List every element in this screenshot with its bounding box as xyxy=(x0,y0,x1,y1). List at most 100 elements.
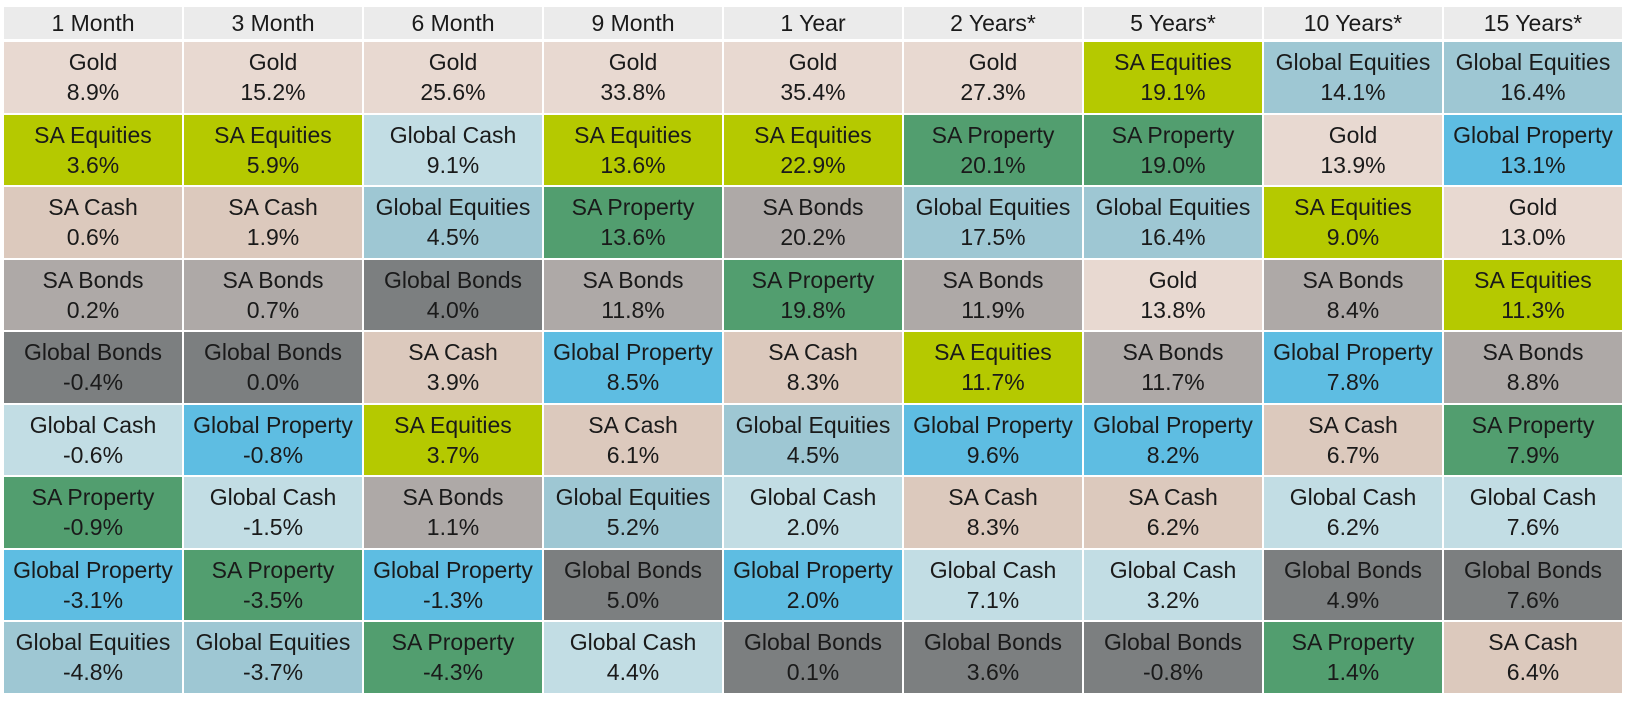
return-value: 11.9% xyxy=(961,296,1025,323)
asset-label: SA Property xyxy=(1471,411,1595,438)
return-value: 7.1% xyxy=(966,586,1020,613)
return-value: 0.7% xyxy=(246,296,300,323)
table-cell: SA Bonds 11.9% xyxy=(904,259,1084,332)
table-cell: SA Property -0.9% xyxy=(4,477,184,550)
table-cell: Global Cash 6.2% xyxy=(1264,477,1444,550)
asset-label: Global Cash xyxy=(29,411,157,438)
table-cell: Gold 13.0% xyxy=(1444,187,1624,260)
table-cell: SA Bonds 8.4% xyxy=(1264,259,1444,332)
asset-label: Gold xyxy=(68,49,118,76)
asset-label: SA Equities xyxy=(394,411,512,438)
asset-label: SA Bonds xyxy=(942,266,1044,293)
asset-label: SA Equities xyxy=(934,339,1052,366)
table-cell: SA Bonds 1.1% xyxy=(364,477,544,550)
asset-label: Global Property xyxy=(373,556,533,583)
table-cell: Gold 8.9% xyxy=(4,42,184,115)
return-value: 20.2% xyxy=(780,224,846,251)
table-cell: SA Property 13.6% xyxy=(544,187,724,260)
asset-label: SA Bonds xyxy=(582,266,684,293)
asset-label: Global Cash xyxy=(209,484,337,511)
table-cell: Global Bonds -0.8% xyxy=(1084,622,1264,695)
return-value: 0.1% xyxy=(786,659,840,686)
asset-label: Global Property xyxy=(193,411,353,438)
asset-label: Global Equities xyxy=(915,194,1071,221)
asset-label: SA Cash xyxy=(48,194,138,221)
return-value: 5.2% xyxy=(606,514,660,541)
table-cell: SA Bonds 8.8% xyxy=(1444,332,1624,405)
return-value: 16.4% xyxy=(1500,79,1566,106)
return-value: 0.6% xyxy=(66,224,120,251)
table-cell: Global Bonds 5.0% xyxy=(544,549,724,622)
asset-label: Global Equities xyxy=(15,629,171,656)
return-value: 20.1% xyxy=(960,151,1026,178)
column-header: 15 Years* xyxy=(1444,7,1624,42)
asset-label: Global Bonds xyxy=(923,629,1063,656)
table-cell: SA Equities 9.0% xyxy=(1264,187,1444,260)
asset-label: Gold xyxy=(968,49,1018,76)
asset-label: SA Bonds xyxy=(1482,339,1584,366)
table-cell: SA Property 19.0% xyxy=(1084,114,1264,187)
return-value: 25.6% xyxy=(420,79,486,106)
column-header: 6 Month xyxy=(364,7,544,42)
asset-returns-table: 1 Month 3 Month 6 Month 9 Month 1 Year 2 Year… xyxy=(4,7,1624,695)
asset-label: SA Equities xyxy=(1474,266,1592,293)
table-cell: Global Property 7.8% xyxy=(1264,332,1444,405)
asset-label: Global Bonds xyxy=(23,339,163,366)
asset-label: Global Property xyxy=(1093,411,1253,438)
return-value: 1.9% xyxy=(246,224,300,251)
table-cell: Global Equities 5.2% xyxy=(544,477,724,550)
asset-label: Global Property xyxy=(1273,339,1433,366)
return-value: 8.3% xyxy=(786,369,840,396)
asset-label: Global Cash xyxy=(929,556,1057,583)
asset-label: SA Cash xyxy=(1308,411,1398,438)
table-cell: SA Bonds 0.7% xyxy=(184,259,364,332)
asset-label: Global Bonds xyxy=(383,266,523,293)
table-cell: SA Equities 22.9% xyxy=(724,114,904,187)
table-cell: Gold 13.8% xyxy=(1084,259,1264,332)
return-value: 6.1% xyxy=(606,441,660,468)
table-cell: Global Cash 7.1% xyxy=(904,549,1084,622)
return-value: 5.9% xyxy=(246,151,300,178)
table-cell: Global Bonds -0.4% xyxy=(4,332,184,405)
table-cell: Global Bonds 4.0% xyxy=(364,259,544,332)
return-value: 11.7% xyxy=(1141,369,1205,396)
table-cell: Global Equities 16.4% xyxy=(1444,42,1624,115)
return-value: 7.6% xyxy=(1506,514,1560,541)
table-cell: SA Cash 8.3% xyxy=(904,477,1084,550)
asset-label: SA Property xyxy=(391,629,515,656)
asset-label: Global Equities xyxy=(555,484,711,511)
asset-label: Global Equities xyxy=(1455,49,1611,76)
table-cell: SA Cash 6.4% xyxy=(1444,622,1624,695)
asset-label: SA Cash xyxy=(588,411,678,438)
return-value: 4.5% xyxy=(426,224,480,251)
asset-label: Gold xyxy=(248,49,298,76)
table-cell: SA Property -4.3% xyxy=(364,622,544,695)
asset-label: Global Cash xyxy=(1469,484,1597,511)
return-value: 1.1% xyxy=(426,514,480,541)
return-value: 3.7% xyxy=(426,441,480,468)
asset-label: SA Property xyxy=(1111,121,1235,148)
asset-label: SA Bonds xyxy=(1122,339,1224,366)
asset-label: Gold xyxy=(1148,266,1198,293)
asset-label: Global Cash xyxy=(749,484,877,511)
return-value: 8.2% xyxy=(1146,441,1200,468)
return-value: 8.4% xyxy=(1326,296,1380,323)
return-value: 6.4% xyxy=(1506,659,1560,686)
asset-label: SA Cash xyxy=(228,194,318,221)
return-value: 13.9% xyxy=(1320,151,1386,178)
return-value: 4.0% xyxy=(426,296,480,323)
return-value: 7.6% xyxy=(1506,586,1560,613)
return-value: -3.5% xyxy=(242,586,304,613)
table-cell: Global Bonds 7.6% xyxy=(1444,549,1624,622)
return-value: 9.6% xyxy=(966,441,1020,468)
table-cell: SA Property 7.9% xyxy=(1444,404,1624,477)
return-value: -3.1% xyxy=(62,586,124,613)
return-value: 9.1% xyxy=(426,151,480,178)
table-cell: Global Cash -0.6% xyxy=(4,404,184,477)
table-cell: Global Equities 14.1% xyxy=(1264,42,1444,115)
table-cell: Global Equities 4.5% xyxy=(364,187,544,260)
asset-label: Global Equities xyxy=(1275,49,1431,76)
return-value: 17.5% xyxy=(960,224,1026,251)
return-value: 4.5% xyxy=(786,441,840,468)
return-value: 3.6% xyxy=(66,151,120,178)
